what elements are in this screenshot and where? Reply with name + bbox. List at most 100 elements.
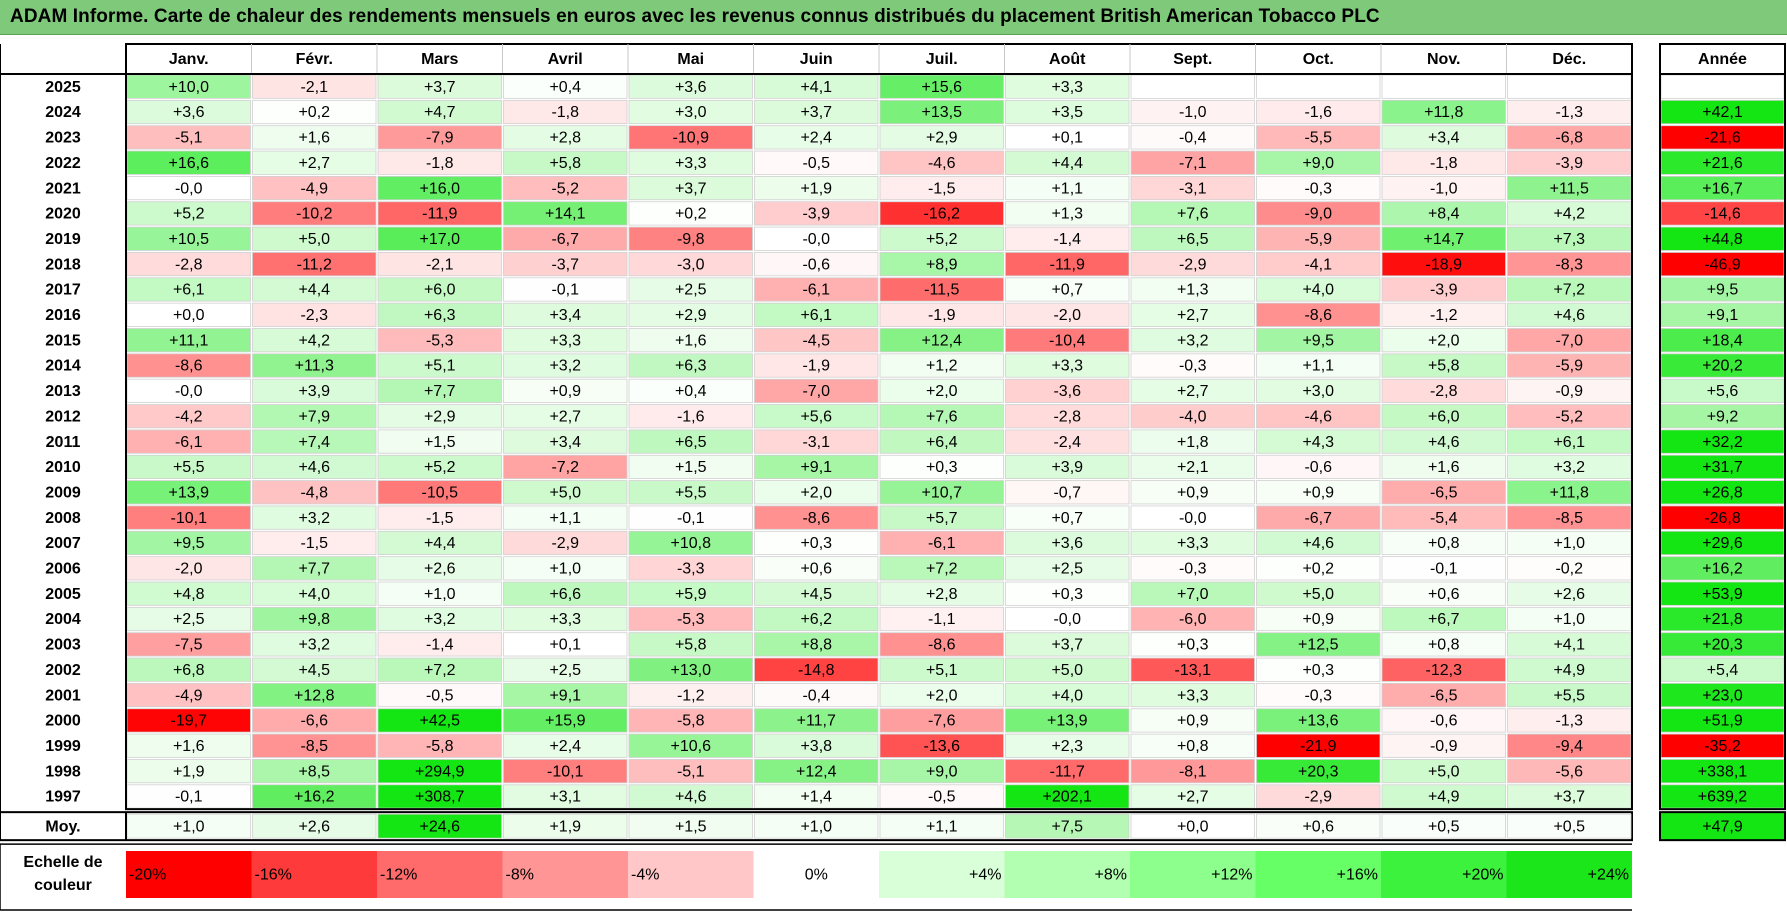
- year-label-2022: 2022: [45, 155, 81, 172]
- heatmap-cell: [1005, 454, 1130, 480]
- cell-value: +6,0: [424, 282, 456, 299]
- cell-value: +2,5: [173, 611, 205, 628]
- heatmap-cell: [1381, 252, 1506, 277]
- cell-value: +6,1: [1553, 434, 1585, 451]
- cell-value: +7,6: [1177, 206, 1209, 223]
- cell-value: +1,2: [926, 358, 958, 375]
- heatmap-cell: [1130, 530, 1255, 556]
- cell-value: +9,0: [926, 763, 958, 780]
- scale-label: -8%: [506, 867, 534, 884]
- heatmap-cell: [628, 530, 753, 556]
- cell-value: +7,2: [424, 662, 456, 679]
- annual-value: +9,5: [1707, 282, 1739, 299]
- heatmap-cell: [754, 759, 879, 784]
- scale-label-line2: couleur: [34, 877, 92, 894]
- cell-value: -9,0: [1304, 206, 1332, 223]
- heatmap-cell: [503, 252, 628, 277]
- cell-value: -6,6: [300, 713, 328, 730]
- cell-value: -0,1: [175, 789, 203, 806]
- cell-value: -3,9: [1555, 155, 1583, 172]
- heatmap-cell: [628, 150, 753, 175]
- cell-value: +2,4: [549, 738, 581, 755]
- heatmap-cell: [252, 175, 377, 201]
- cell-value: -4,5: [802, 332, 830, 349]
- cell-value: -5,2: [551, 180, 579, 197]
- cell-value: +14,7: [1424, 231, 1465, 248]
- heatmap-cell: [879, 657, 1004, 682]
- cell-value: +6,1: [173, 282, 205, 299]
- cell-value: +16,2: [294, 789, 335, 806]
- heatmap-cell: [879, 530, 1004, 556]
- heatmap-cell: [1256, 226, 1381, 251]
- average-value: +0,5: [1428, 818, 1460, 835]
- cell-value: +1,1: [1302, 358, 1334, 375]
- year-label-2007: 2007: [45, 535, 81, 552]
- cell-value: +5,8: [549, 155, 581, 172]
- cell-value: +0,2: [1302, 561, 1334, 578]
- month-header-2: Févr.: [296, 51, 333, 68]
- heatmap-cell: [252, 632, 377, 657]
- cell-value: +5,0: [1302, 586, 1334, 603]
- scale-label: -16%: [255, 867, 292, 884]
- cell-value: +4,5: [298, 662, 330, 679]
- heatmap-cell: [628, 252, 753, 277]
- heatmap-cell: [1005, 759, 1130, 784]
- cell-value: +0,4: [549, 79, 581, 96]
- cell-value: +0,7: [1051, 282, 1083, 299]
- heatmap-cell: [377, 657, 502, 682]
- cell-value: -0,0: [802, 231, 830, 248]
- cell-value: +2,0: [926, 687, 958, 704]
- cell-value: -5,3: [426, 332, 454, 349]
- heatmap-cell: [754, 252, 879, 277]
- heatmap-cell: [1130, 784, 1255, 809]
- cell-value: +7,2: [1553, 282, 1585, 299]
- cell-value: -10,4: [1049, 332, 1086, 349]
- heatmap-cell: [1005, 226, 1130, 251]
- cell-value: +1,9: [173, 763, 205, 780]
- month-header-1: Janv.: [169, 51, 209, 68]
- average-row-label: Moy.: [45, 818, 80, 835]
- heatmap-cell: [754, 429, 879, 454]
- year-label-1998: 1998: [45, 763, 81, 780]
- cell-value: -13,1: [1175, 662, 1212, 679]
- heatmap-cell: [1256, 480, 1381, 505]
- year-label-2019: 2019: [45, 231, 81, 248]
- cell-value: +7,9: [298, 408, 330, 425]
- heatmap-cell: [503, 784, 628, 809]
- cell-value: +4,0: [298, 586, 330, 603]
- heatmap-cell: [252, 556, 377, 581]
- cell-value: -3,0: [677, 256, 705, 273]
- annual-value: -46,9: [1704, 256, 1741, 273]
- heatmap-cell: [1381, 99, 1506, 125]
- heatmap-cell: [1381, 606, 1506, 632]
- year-label-1999: 1999: [45, 738, 81, 755]
- heatmap-cell: [879, 277, 1004, 302]
- average-value: +0,5: [1553, 818, 1585, 835]
- heatmap-cell: [628, 733, 753, 758]
- year-label-2018: 2018: [45, 256, 81, 273]
- cell-value: -8,5: [1555, 510, 1583, 527]
- heatmap-cell: [377, 226, 502, 251]
- cell-value: +1,1: [549, 510, 581, 527]
- cell-value: +4,8: [173, 586, 205, 603]
- heatmap-cell: [1381, 657, 1506, 682]
- cell-value: +6,7: [1428, 611, 1460, 628]
- heatmap-cell: [252, 530, 377, 556]
- cell-value: +0,9: [1302, 484, 1334, 501]
- heatmap-cell: [879, 606, 1004, 632]
- heatmap-cell: [628, 175, 753, 201]
- heatmap-cell: [377, 530, 502, 556]
- cell-value: +3,7: [1051, 637, 1083, 654]
- heatmap-cell: [1130, 201, 1255, 226]
- cell-value: +1,5: [424, 434, 456, 451]
- cell-value: +3,2: [424, 611, 456, 628]
- heatmap-cell: [879, 505, 1004, 530]
- heatmap-cell: [1381, 733, 1506, 758]
- cell-value: -1,5: [426, 510, 454, 527]
- heatmap-cell: [1256, 252, 1381, 277]
- heatmap-cell: [252, 454, 377, 480]
- cell-value: -11,9: [1050, 256, 1085, 273]
- heatmap-cell: [1381, 505, 1506, 530]
- cell-value: +3,4: [549, 434, 581, 451]
- cell-value: -7,0: [802, 383, 830, 400]
